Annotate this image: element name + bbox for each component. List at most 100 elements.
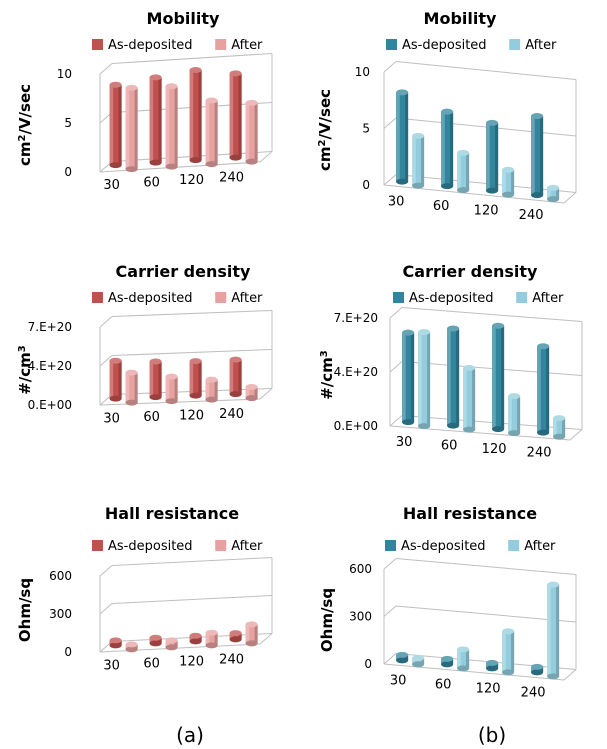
- gridline: [395, 558, 577, 575]
- y-tick-label: 4.E+20: [28, 359, 72, 373]
- bar-highlight: [486, 662, 490, 669]
- bar-highlight: [125, 372, 130, 403]
- bar-base: [205, 396, 218, 403]
- gridline-side: [383, 558, 397, 570]
- x-tick-label: 60: [435, 677, 452, 692]
- bar-base: [418, 423, 431, 430]
- bar: [447, 325, 460, 429]
- bar-base: [486, 187, 499, 194]
- legend-swatch: [508, 540, 520, 551]
- legend-swatch: [92, 292, 103, 303]
- gridline: [395, 653, 577, 670]
- bar-highlight: [109, 360, 114, 399]
- bar-highlight: [457, 152, 461, 191]
- bar: [537, 343, 550, 436]
- bar-highlight: [245, 387, 250, 399]
- floor-front-edge: [99, 398, 261, 406]
- bar-shade: [540, 666, 544, 673]
- x-tick-label: 240: [519, 208, 544, 223]
- bar-highlight: [149, 637, 154, 644]
- legend-swatch: [386, 39, 397, 50]
- bar-base: [547, 196, 560, 203]
- bar-highlight: [109, 84, 114, 166]
- bar-top: [245, 99, 258, 106]
- chart-panel-2: Carrier density As-deposited After #/cm3 0.E…: [16, 262, 273, 427]
- bar-shade: [466, 649, 470, 669]
- y-tick-label: 10: [57, 67, 72, 81]
- bar-top: [537, 343, 550, 350]
- bar: [109, 81, 122, 169]
- floor-right-edge: [563, 669, 577, 681]
- bar-highlight: [125, 644, 130, 650]
- bar-shade: [158, 77, 162, 163]
- bar-shade: [174, 376, 178, 402]
- bar: [508, 393, 521, 437]
- bar-base: [457, 187, 470, 194]
- bar-top: [486, 659, 499, 666]
- legend-label: After: [524, 539, 556, 554]
- x-tick-label: 30: [396, 435, 413, 450]
- bar-base: [125, 646, 138, 653]
- bar-highlight: [396, 92, 400, 182]
- bar-base: [189, 638, 202, 645]
- bar-base: [502, 191, 515, 198]
- bar: [396, 89, 409, 185]
- bar-base: [537, 429, 550, 436]
- legend-label: As-deposited: [108, 291, 193, 306]
- x-tick-label: 120: [476, 681, 501, 696]
- bar-highlight: [547, 187, 551, 200]
- bar-base: [229, 154, 242, 161]
- bar-shade: [118, 360, 122, 399]
- bar-top: [245, 621, 258, 628]
- bar-top: [109, 637, 122, 644]
- bar-shade: [421, 135, 425, 186]
- gridline: [111, 595, 273, 604]
- bar-top: [109, 357, 122, 364]
- chart-title: Hall resistance: [105, 504, 239, 523]
- gridline: [395, 61, 577, 80]
- bar-top: [463, 364, 476, 371]
- bar-base: [547, 673, 560, 680]
- bar-base: [245, 395, 258, 402]
- x-tick-label: 120: [482, 442, 507, 457]
- x-tick-label: 30: [103, 412, 120, 427]
- bar-shade: [134, 372, 138, 403]
- bar-top: [189, 358, 202, 365]
- panel-label-b: (b): [478, 723, 506, 747]
- bar-shade: [238, 633, 242, 640]
- bar: [412, 132, 425, 189]
- gridline-side: [99, 316, 113, 328]
- bar-top: [547, 581, 560, 588]
- x-tick-label: 60: [143, 656, 160, 671]
- gridline-side: [383, 174, 397, 186]
- bar-highlight: [165, 376, 170, 402]
- bar: [486, 119, 499, 194]
- bar: [463, 364, 476, 433]
- bar-shade: [238, 359, 242, 395]
- bar-shade: [174, 640, 178, 648]
- bar-top: [396, 651, 409, 658]
- gridline-side: [383, 605, 397, 617]
- bar-top: [165, 373, 178, 380]
- bar-shade: [238, 73, 242, 158]
- bar: [245, 621, 258, 647]
- bar-top: [412, 655, 425, 662]
- bar-highlight: [502, 631, 506, 673]
- bar-highlight: [463, 367, 467, 430]
- y-tick-label: 4.E+20: [334, 365, 378, 379]
- legend-label: As-deposited: [401, 539, 486, 554]
- bar-highlight: [165, 640, 170, 648]
- floor-front-edge: [383, 184, 565, 204]
- floor-right-edge: [259, 388, 273, 400]
- bar-top: [441, 655, 454, 662]
- legend-label: As-deposited: [409, 291, 494, 306]
- y-axis-label: #/cm3: [16, 345, 34, 395]
- chart-title: Hall resistance: [403, 504, 537, 523]
- gridline-side: [99, 603, 113, 615]
- bar-top: [125, 84, 138, 91]
- bar-top: [418, 329, 431, 336]
- y-tick-label: 7.E+20: [334, 311, 378, 325]
- bar-top: [457, 149, 470, 156]
- legend-label: As-deposited: [108, 38, 193, 53]
